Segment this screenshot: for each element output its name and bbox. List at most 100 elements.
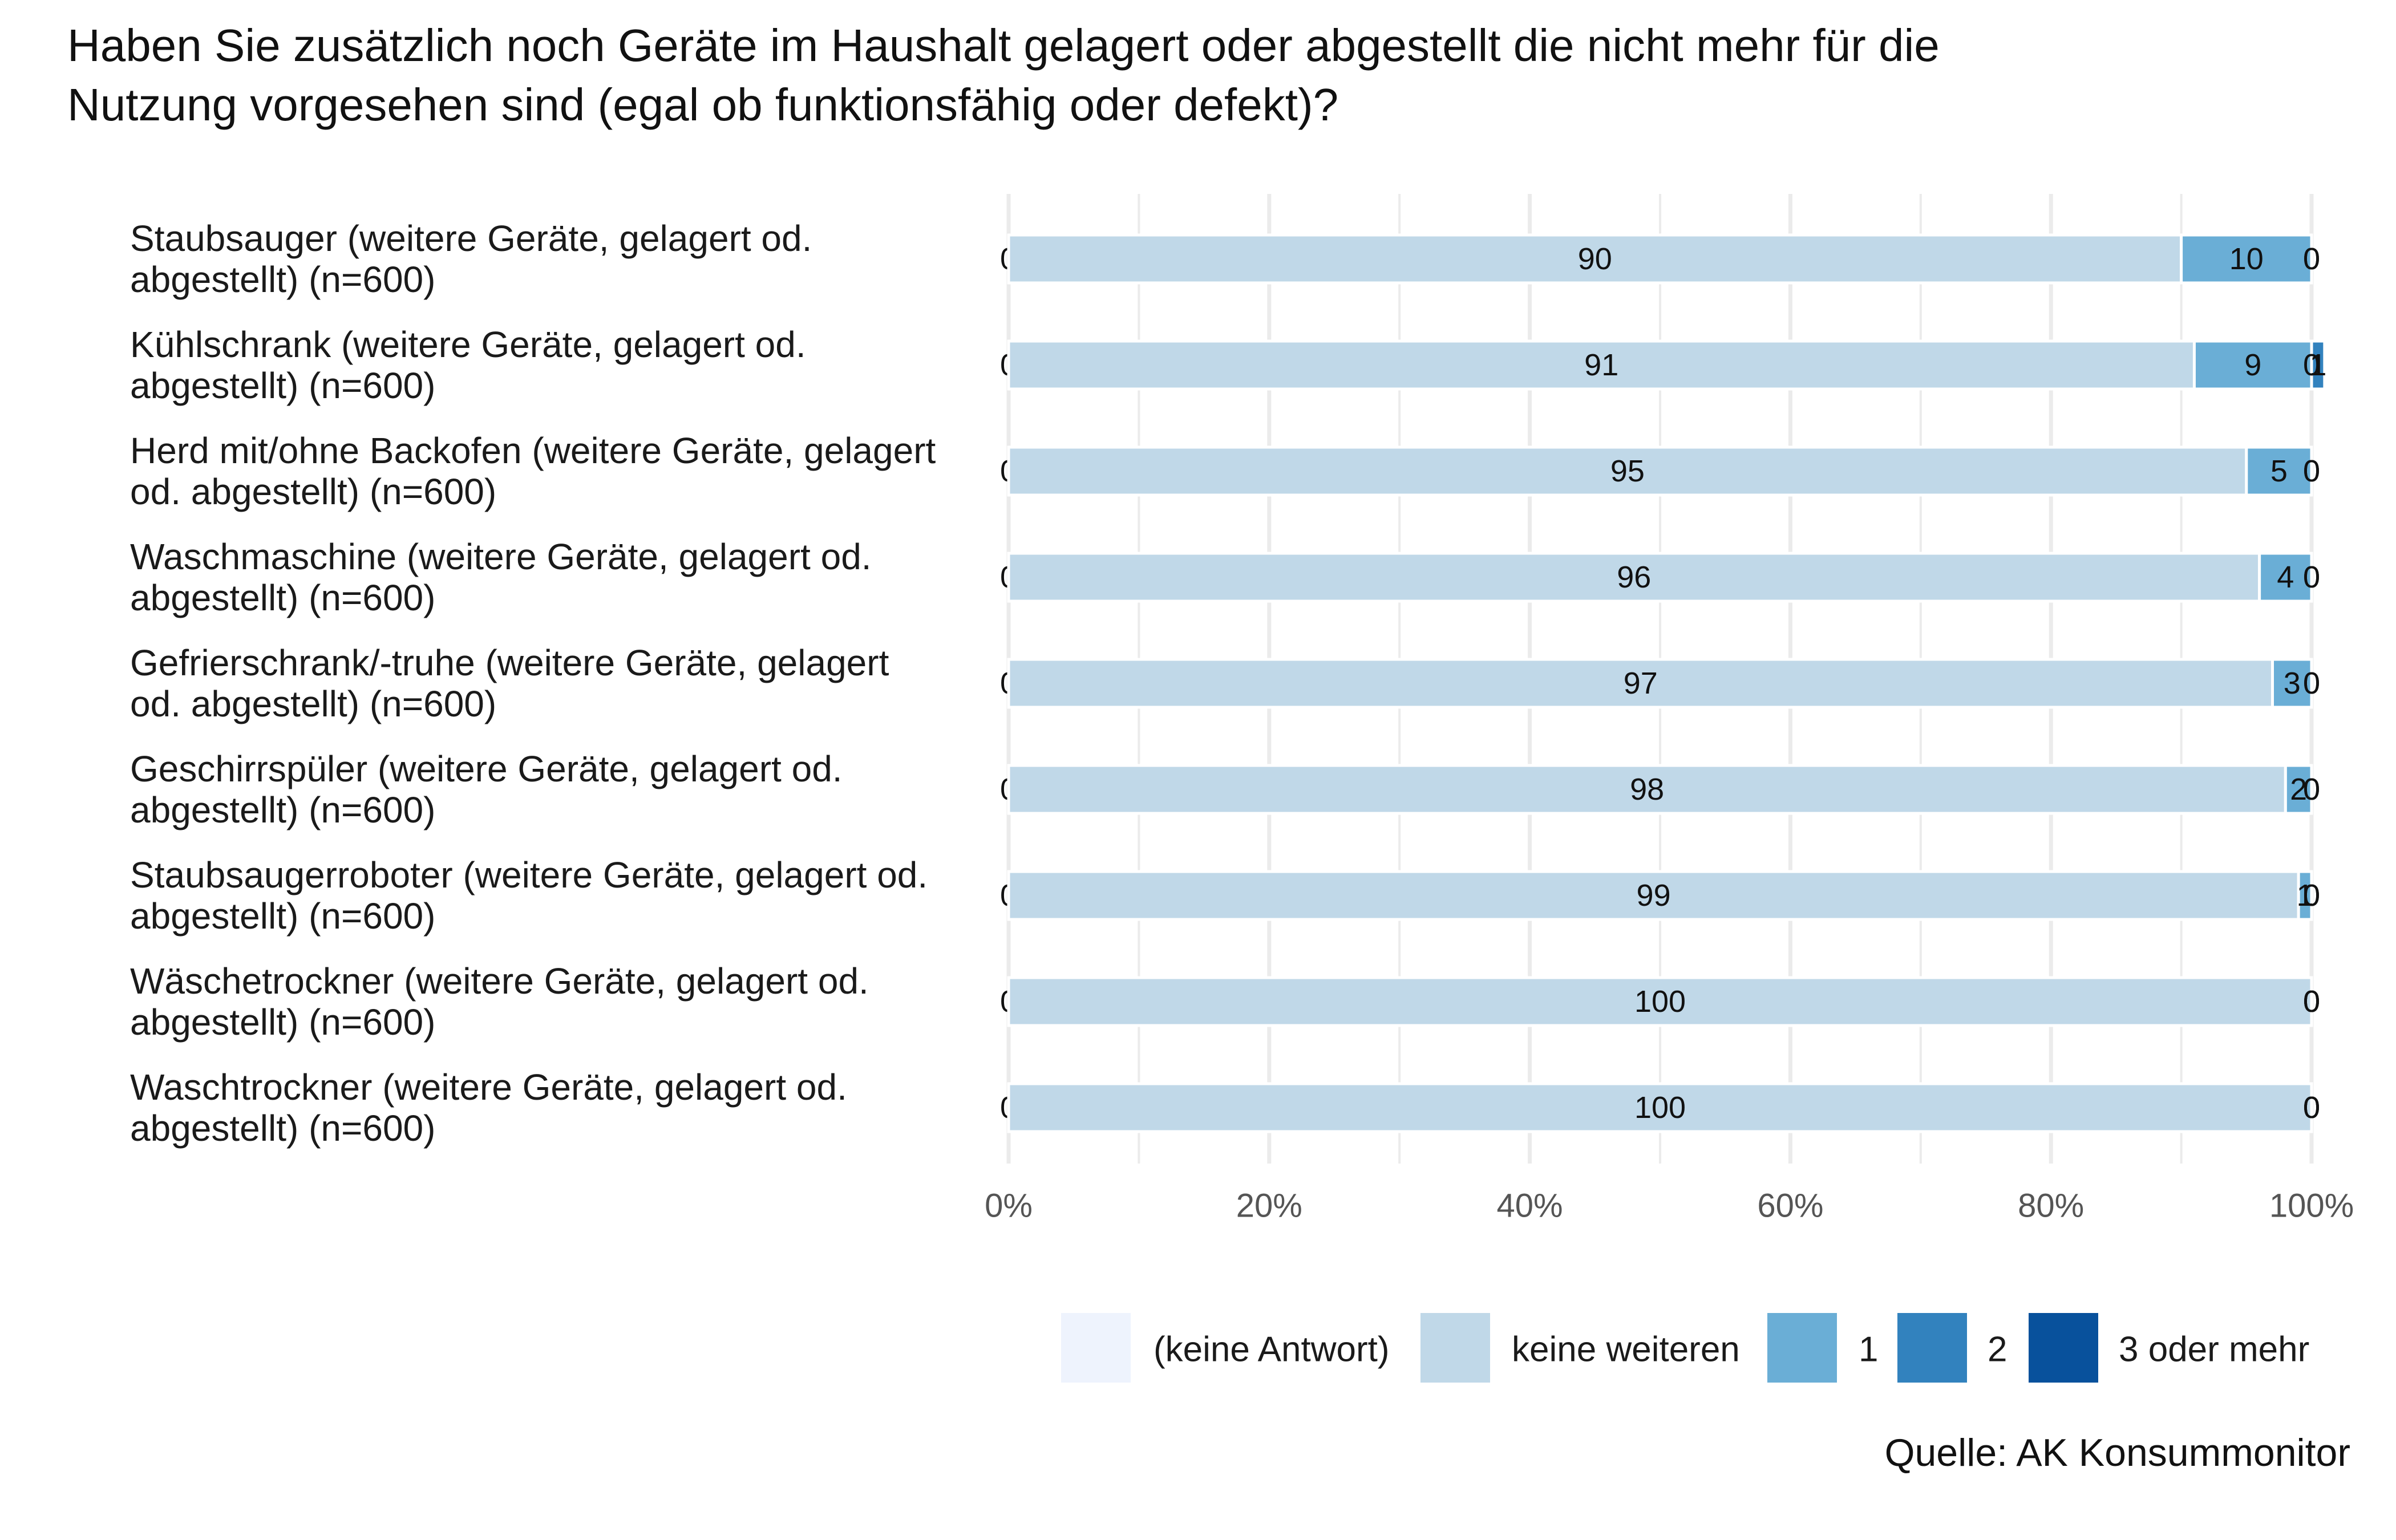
category-label: Kühlschrank (weitere Geräte, gelagert od… bbox=[130, 324, 806, 406]
category-label-line: abgestellt) (n=600) bbox=[130, 577, 435, 618]
category-label-line: od. abgestellt) (n=600) bbox=[130, 683, 496, 724]
title-line-2: Nutzung vorgesehen sind (egal ob funktio… bbox=[67, 79, 1339, 130]
category-label: Staubsaugerroboter (weitere Geräte, gela… bbox=[130, 854, 928, 937]
data-label: 0 bbox=[2303, 348, 2320, 382]
data-label: 0 bbox=[2303, 984, 2320, 1019]
x-tick-label: 0% bbox=[985, 1188, 1033, 1225]
legend-item: 2 bbox=[1897, 1313, 2007, 1383]
legend-item: 1 bbox=[1767, 1313, 1878, 1383]
data-label: 0 bbox=[2303, 772, 2320, 807]
data-label: 96 bbox=[1617, 560, 1651, 594]
source-note: Quelle: AK Konsummonitor bbox=[1884, 1431, 2350, 1474]
data-label: 0 bbox=[2303, 666, 2320, 700]
category-label-line: Herd mit/ohne Backofen (weitere Geräte, … bbox=[130, 430, 936, 471]
data-label: 1 bbox=[2309, 348, 2326, 382]
bar-stacks: 0901000091910095500096400097300098200099… bbox=[1000, 233, 2326, 1133]
data-label: 99 bbox=[1637, 878, 1671, 913]
legend-swatch bbox=[1420, 1313, 1490, 1383]
category-label-line: abgestellt) (n=600) bbox=[130, 365, 435, 406]
category-label-line: abgestellt) (n=600) bbox=[130, 895, 435, 937]
legend-item: keine weiteren bbox=[1420, 1313, 1740, 1383]
data-label: 0 bbox=[2303, 984, 2320, 1019]
category-label-line: Kühlschrank (weitere Geräte, gelagert od… bbox=[130, 324, 806, 365]
data-label: 0 bbox=[2303, 666, 2320, 700]
category-label: Waschtrockner (weitere Geräte, gelagert … bbox=[130, 1067, 847, 1149]
bar-segment bbox=[1007, 870, 2300, 921]
legend-label: 3 oder mehr bbox=[2119, 1330, 2309, 1369]
category-label-line: od. abgestellt) (n=600) bbox=[130, 471, 496, 512]
legend-label: keine weiteren bbox=[1512, 1330, 1740, 1369]
category-label-line: abgestellt) (n=600) bbox=[130, 1002, 435, 1043]
bar-segment bbox=[2284, 764, 2313, 815]
bar-segment bbox=[2192, 339, 2313, 391]
x-tick-label: 20% bbox=[1236, 1188, 1302, 1225]
data-label: 0 bbox=[2303, 242, 2320, 276]
category-label-line: abgestellt) (n=600) bbox=[130, 1108, 435, 1149]
x-tick-label: 80% bbox=[2018, 1188, 2084, 1225]
category-label-line: Geschirrspüler (weitere Geräte, gelagert… bbox=[130, 748, 843, 789]
data-label: 98 bbox=[1630, 772, 1664, 807]
category-label: Waschmaschine (weitere Geräte, gelagert … bbox=[130, 536, 872, 618]
bar-segment bbox=[2245, 445, 2313, 497]
data-label: 0 bbox=[2303, 878, 2320, 913]
bar-segment bbox=[1007, 233, 2183, 285]
category-label-line: Waschmaschine (weitere Geräte, gelagert … bbox=[130, 536, 872, 577]
data-label: 0 bbox=[2303, 1091, 2320, 1125]
category-label-line: Staubsaugerroboter (weitere Geräte, gela… bbox=[130, 854, 928, 895]
data-label: 0 bbox=[2303, 454, 2320, 488]
bar-segment bbox=[1007, 1082, 2313, 1133]
legend: (keine Antwort) keine weiteren 1 2 3 oder me… bbox=[1061, 1313, 2309, 1383]
data-label: 3 bbox=[2284, 666, 2301, 700]
chart-title: Haben Sie zusätzlich noch Geräte im Haus… bbox=[67, 16, 2292, 135]
category-label: Gefrierschrank/-truhe (weitere Geräte, g… bbox=[130, 642, 889, 724]
bar-segment bbox=[1007, 976, 2313, 1027]
legend-item: 3 oder mehr bbox=[2029, 1313, 2309, 1383]
bar-segment bbox=[2297, 870, 2313, 921]
x-tick-label: 40% bbox=[1497, 1188, 1563, 1225]
legend-label: 2 bbox=[1988, 1330, 2007, 1369]
category-labels: Staubsauger (weitere Geräte, gelagert od… bbox=[130, 218, 936, 1149]
bar-segment bbox=[2310, 339, 2326, 391]
bar-segment bbox=[2180, 233, 2313, 285]
bar-segment bbox=[1007, 445, 2248, 497]
x-axis: 0% 20% 40% 60% 80% 100% bbox=[985, 1188, 2354, 1225]
legend-item: (keine Antwort) bbox=[1061, 1313, 1390, 1383]
x-tick-label: 100% bbox=[2269, 1188, 2354, 1225]
bar-segment bbox=[2270, 658, 2313, 709]
data-label: 100 bbox=[1634, 1091, 1686, 1125]
legend-swatch bbox=[2029, 1313, 2098, 1383]
bar-row: 0901000 bbox=[1000, 233, 2320, 285]
data-label: 90 bbox=[1578, 242, 1612, 276]
category-label: Wäschetrockner (weitere Geräte, gelagert… bbox=[130, 961, 869, 1043]
data-label: 0 bbox=[2303, 878, 2320, 913]
category-label: Staubsauger (weitere Geräte, gelagert od… bbox=[130, 218, 812, 300]
legend-swatch bbox=[1061, 1313, 1131, 1383]
data-label: 1 bbox=[2297, 878, 2314, 913]
data-label: 2 bbox=[2290, 772, 2307, 807]
legend-swatch bbox=[1897, 1313, 1967, 1383]
data-label: 0 bbox=[2303, 560, 2320, 594]
bar-segment bbox=[2258, 552, 2313, 603]
category-label: Herd mit/ohne Backofen (weitere Geräte, … bbox=[130, 430, 936, 512]
bar-segment bbox=[1007, 339, 2196, 391]
category-label-line: Gefrierschrank/-truhe (weitere Geräte, g… bbox=[130, 642, 889, 683]
data-label: 10 bbox=[2229, 242, 2264, 276]
data-label: 91 bbox=[1584, 348, 1618, 382]
data-label: 0 bbox=[2303, 454, 2320, 488]
data-label: 100 bbox=[1634, 984, 1686, 1019]
bar-segment bbox=[1007, 658, 2274, 709]
data-label: 4 bbox=[2277, 560, 2294, 594]
data-label: 0 bbox=[2303, 1091, 2320, 1125]
category-label-line: abgestellt) (n=600) bbox=[130, 789, 435, 830]
data-label: 0 bbox=[2303, 772, 2320, 807]
x-tick-label: 60% bbox=[1757, 1188, 1823, 1225]
legend-swatch bbox=[1767, 1313, 1837, 1383]
